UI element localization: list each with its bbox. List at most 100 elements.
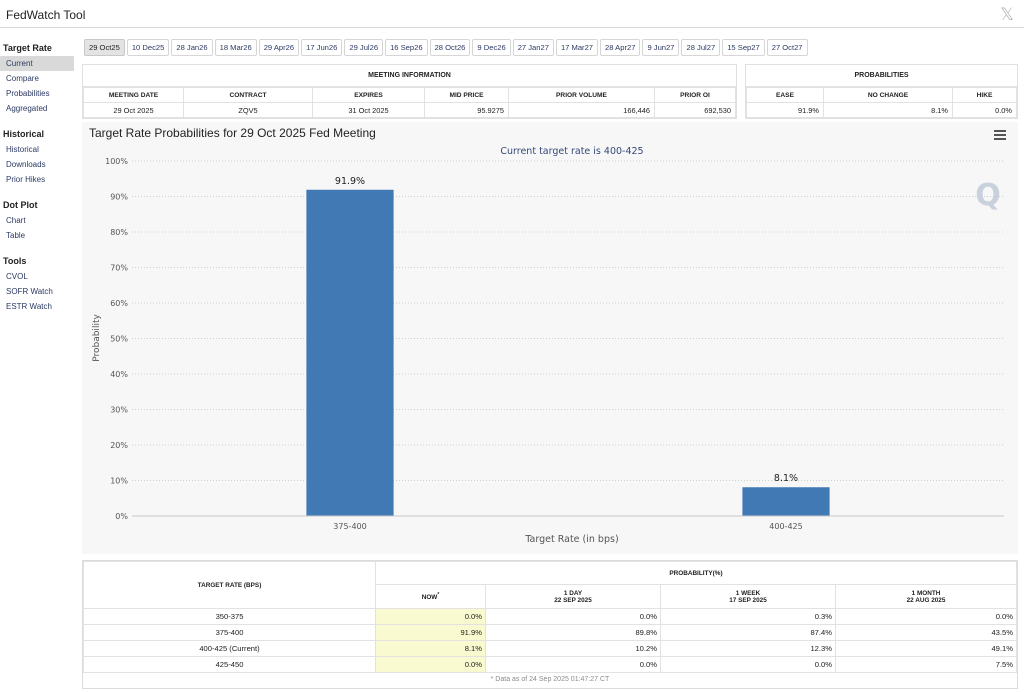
sidebar-item-sofr-watch[interactable]: SOFR Watch [6,287,53,296]
one-month-cell: 7.5% [835,656,1017,673]
tab-meeting[interactable]: 10 Dec25 [126,39,170,56]
meeting-information-header: MEETING INFORMATION [83,65,736,87]
chart-y-tick-label: 10% [110,477,128,486]
meeting-tabs: 29 Oct25 10 Dec25 28 Jan26 18 Mar26 29 A… [84,39,808,56]
chart-data-label: 91.9% [335,176,365,187]
probabilities-table: EASE NO CHANGE HIKE 91.9% 8.1% 0.0% [746,87,1017,118]
chart-menu-icon[interactable] [994,130,1006,142]
one-week-cell: 12.3% [660,640,836,657]
period-label: 1 DAY [563,589,583,597]
now-label: NOW [421,594,438,602]
chart-y-tick-label: 40% [110,370,128,379]
table-row: 400-425 (Current) 8.1% 10.2% 12.3% 49.1% [83,640,1017,657]
chart-subtitle: Current target rate is 400-425 [500,146,643,157]
one-day-cell: 10.2% [485,640,661,657]
chart-y-tick-label: 100% [105,157,128,166]
sidebar-group-title: Historical [3,129,45,139]
column-header: PRIOR OI [654,87,736,103]
one-week-cell: 0.3% [660,608,836,625]
no-change-cell: 8.1% [823,102,953,118]
column-header: EASE [746,87,824,103]
chart-bar[interactable] [742,487,830,516]
tab-meeting[interactable]: 28 Jul27 [681,39,721,56]
tab-meeting[interactable]: 27 Oct27 [766,39,808,56]
period-date: 22 AUG 2025 [906,596,946,604]
target-rate-chart: Target Rate Probabilities for 29 Oct 202… [82,122,1018,554]
sidebar-group-target-rate: Target Rate Current Compare Probabilitie… [0,38,78,116]
title-bar: FedWatch Tool 𝕏 [0,0,1024,28]
tab-meeting[interactable]: 9 Jun27 [642,39,680,56]
tab-meeting[interactable]: 28 Jan26 [171,39,213,56]
sidebar-item-probabilities[interactable]: Probabilities [6,89,50,98]
tab-meeting[interactable]: 28 Oct26 [429,39,471,56]
data-timestamp-footnote: * Data as of 24 Sep 2025 01:47:27 CT [490,676,610,683]
sidebar-item-current[interactable]: Current [0,56,74,71]
sidebar-item-prior-hikes[interactable]: Prior Hikes [6,175,46,184]
chart-y-tick-label: 70% [110,264,128,273]
period-date: 17 SEP 2025 [729,596,767,604]
sidebar-item-historical[interactable]: Historical [6,145,39,154]
now-cell: 0.0% [375,608,486,625]
sidebar-item-table[interactable]: Table [6,231,26,240]
sidebar-item-cvol[interactable]: CVOL [6,272,28,281]
chart-bar[interactable] [306,189,394,516]
one-month-cell: 0.0% [835,608,1017,625]
one-month-cell: 43.5% [835,624,1017,641]
now-cell: 91.9% [375,624,486,641]
chart-y-tick-label: 90% [110,193,128,202]
close-icon[interactable]: 𝕏 [1000,5,1014,25]
watermark-logo: Q [975,178,1001,213]
tab-meeting[interactable]: 27 Jan27 [512,39,554,56]
tab-meeting[interactable]: 29 Jul26 [344,39,384,56]
tab-meeting[interactable]: 9 Dec26 [472,39,511,56]
tab-meeting[interactable]: 15 Sep27 [722,39,765,56]
tab-meeting[interactable]: 29 Oct25 [84,39,125,56]
sidebar-group-tools: Tools CVOL SOFR Watch ESTR Watch [0,251,78,314]
prior-oi-cell: 692,530 [654,102,736,118]
target-rate-cell: 425-450 [83,656,376,673]
chart-x-ticks: 375-400 400-425 [333,522,802,531]
one-week-cell: 87.4% [660,624,836,641]
sidebar-group-title: Target Rate [3,43,52,53]
one-day-cell: 89.8% [485,624,661,641]
column-header: NO CHANGE [823,87,953,103]
tab-meeting[interactable]: 17 Jun26 [301,39,343,56]
tab-meeting[interactable]: 18 Mar26 [214,39,257,56]
sidebar-item-downloads[interactable]: Downloads [6,160,46,169]
tab-meeting[interactable]: 17 Mar27 [555,39,599,56]
chart-data-label: 8.1% [774,473,798,484]
sidebar-item-compare[interactable]: Compare [6,74,39,83]
tab-meeting[interactable]: 28 Apr27 [600,39,641,56]
ease-cell: 91.9% [746,102,824,118]
sidebar-item-aggregated[interactable]: Aggregated [6,104,48,113]
chart-gridlines [132,160,1004,481]
target-rate-cell: 375-400 [83,624,376,641]
table-row: 425-450 0.0% 0.0% 0.0% 7.5% [83,656,1017,673]
chart-y-tick-label: 0% [115,512,128,521]
probabilities-header: PROBABILITIES [746,65,1017,87]
sidebar: Target Rate Current Compare Probabilitie… [0,38,78,322]
chart-x-axis-label: Target Rate (in bps) [524,534,618,545]
sidebar-group-dot-plot: Dot Plot Chart Table [0,195,78,243]
probability-column-header: PROBABILITY(%) [375,561,1017,585]
meeting-information-panel: MEETING INFORMATION MEETING DATE CONTRAC… [82,64,737,119]
tab-meeting[interactable]: 16 Sep26 [385,39,428,56]
chart-canvas: Target Rate Probabilities for 29 Oct 202… [89,126,1004,545]
table-row: 350-375 0.0% 0.0% 0.3% 0.0% [83,608,1017,625]
chart-y-ticks: 0% 10% 20% 30% 40% 50% 60% 70% 80% 90% 100% [105,157,128,521]
table-row: 375-400 91.9% 89.8% 87.4% 43.5% [83,624,1017,641]
one-week-cell: 0.0% [660,656,836,673]
target-rate-column-header: TARGET RATE (BPS) [83,561,376,609]
probability-history-panel: TARGET RATE (BPS) PROBABILITY(%) NOW* 1 … [82,560,1018,689]
column-header: MEETING DATE [83,87,184,103]
chart-y-tick-label: 60% [110,299,128,308]
one-month-column-header: 1 MONTH 22 AUG 2025 [835,584,1017,609]
column-header: CONTRACT [183,87,313,103]
sidebar-item-estr-watch[interactable]: ESTR Watch [6,302,52,311]
period-date: 22 SEP 2025 [554,596,592,604]
tab-meeting[interactable]: 29 Apr26 [258,39,300,56]
chart-y-tick-label: 30% [110,406,128,415]
period-label: 1 MONTH [911,589,941,597]
sidebar-item-chart[interactable]: Chart [6,216,26,225]
target-rate-cell: 350-375 [83,608,376,625]
